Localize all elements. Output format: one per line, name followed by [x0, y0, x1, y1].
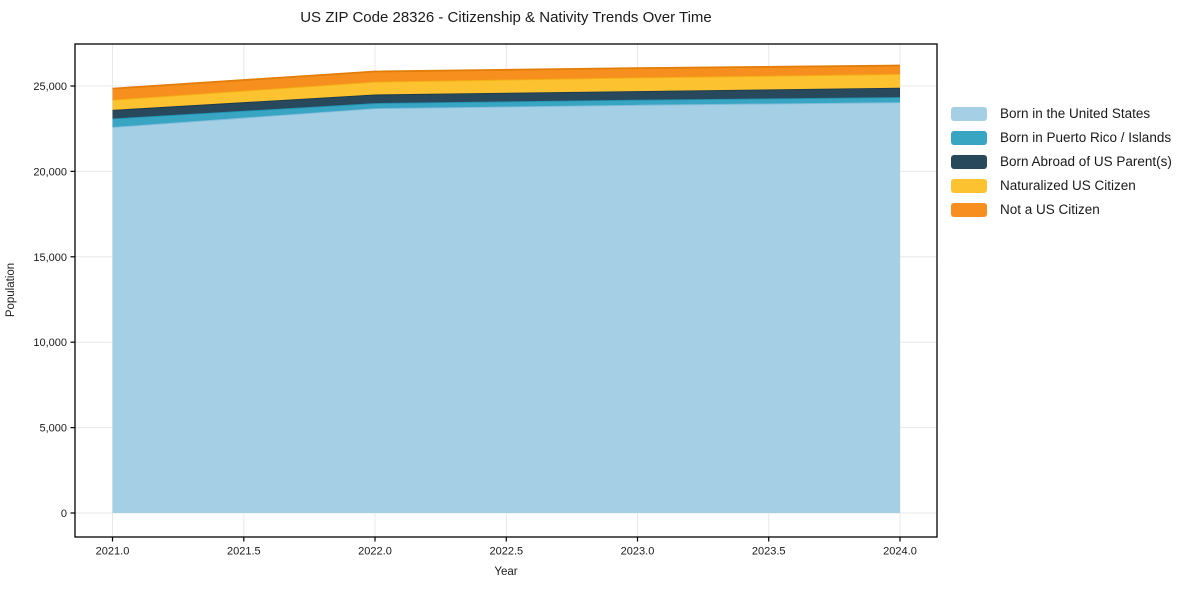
- legend-item-born-in-puerto-rico-islands: Born in Puerto Rico / Islands: [951, 130, 1172, 145]
- area-born-in-puerto-rico-islands: [112, 97, 900, 127]
- x-tick-label: 2023.5: [752, 546, 786, 558]
- x-tick-label: 2022.5: [489, 546, 523, 558]
- legend-item-born-abroad-of-us-parent-s: Born Abroad of US Parent(s): [951, 154, 1172, 169]
- y-tick-label: 20,000: [33, 166, 67, 178]
- legend-item-label: Born in the United States: [1000, 106, 1151, 121]
- legend-swatch: [951, 178, 987, 193]
- stacked-areas: [112, 64, 901, 513]
- y-tick-label: 25,000: [33, 81, 67, 93]
- axis-ticks: 2021.0 2021.5 2022.0 2022.5 2023.0 2023.5 2024…: [33, 81, 916, 558]
- area-not-a-us-citizen: [112, 65, 900, 100]
- y-tick-label: 15,000: [33, 252, 67, 264]
- area-edge-born-in-puerto-rico-islands: [112, 96, 901, 120]
- plot-area: 2021.0 2021.5 2022.0 2022.5 2023.0 2023.5 2024…: [33, 43, 938, 558]
- legend-item-born-in-the-united-states: Born in the United States: [951, 106, 1172, 121]
- legend-item-label: Naturalized US Citizen: [1000, 178, 1136, 193]
- y-tick-label: 0: [61, 508, 67, 520]
- x-tick-label: 2021.5: [227, 546, 261, 558]
- area-born-in-the-united-states: [112, 102, 900, 513]
- area-born-abroad-of-us-parent-s: [112, 87, 900, 119]
- x-tick-label: 2024.0: [883, 546, 917, 558]
- x-tick-label: 2021.0: [96, 546, 130, 558]
- legend-item-not-a-us-citizen: Not a US Citizen: [951, 202, 1172, 217]
- legend-swatch: [951, 154, 987, 169]
- x-axis-label: Year: [494, 566, 517, 578]
- legend-item-naturalized-us-citizen: Naturalized US Citizen: [951, 178, 1172, 193]
- area-naturalized-us-citizen: [112, 74, 900, 110]
- x-tick-label: 2022.0: [358, 546, 392, 558]
- legend-item-label: Not a US Citizen: [1000, 202, 1100, 217]
- y-tick-label: 5,000: [39, 423, 67, 435]
- chart-title: US ZIP Code 28326 - Citizenship & Nativi…: [300, 9, 712, 26]
- y-tick-label: 10,000: [33, 337, 67, 349]
- legend-item-label: Born Abroad of US Parent(s): [1000, 154, 1172, 169]
- area-edge-not-a-us-citizen: [112, 64, 901, 90]
- legend-swatch: [951, 106, 987, 121]
- y-axis-label: Population: [5, 263, 17, 317]
- legend-swatch: [951, 130, 987, 145]
- legend-item-label: Born in Puerto Rico / Islands: [1000, 130, 1172, 145]
- x-tick-label: 2023.0: [621, 546, 655, 558]
- chart-legend: Born in the United States Born in Puerto …: [951, 106, 1172, 217]
- legend-swatch: [951, 202, 987, 217]
